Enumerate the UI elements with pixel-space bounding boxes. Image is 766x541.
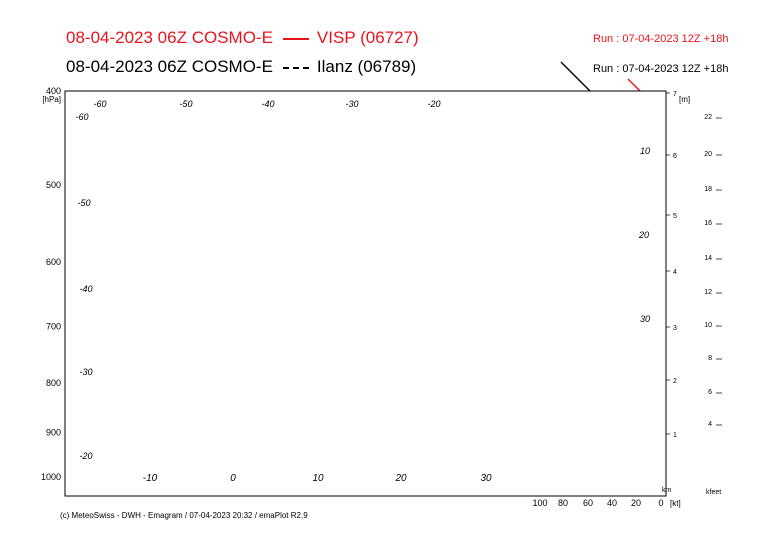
legend-ilanz-line <box>282 66 309 69</box>
wind-speed-tick-label: 60 <box>583 498 593 508</box>
kfeet-tick-label: 14 <box>704 255 712 262</box>
wind-speed-tick-label: 100 <box>532 498 547 508</box>
kfeet-axis-label: kfeet <box>706 489 721 496</box>
moist-adiabat-line <box>0 71 20 497</box>
isotherm-line <box>720 61 766 507</box>
height-tick-label: 5 <box>673 213 677 220</box>
wind-speed-tick-label: 0 <box>658 498 663 508</box>
title-ilanz-run: 08-04-2023 06Z COSMO-E <box>66 57 273 76</box>
height-tick-label: 4 <box>673 269 677 276</box>
kfeet-tick-label: 18 <box>704 186 712 193</box>
wind-speed-tick-label: 20 <box>631 498 641 508</box>
moist-adiabat-line <box>680 71 720 497</box>
isotherm-label: -50 <box>179 99 192 109</box>
height-tick-label: 1 <box>673 432 677 439</box>
title-visp-station: VISP (06727) <box>316 28 419 47</box>
isotherm-line <box>678 61 766 507</box>
isotherm-label: -60 <box>93 99 106 109</box>
isotherm-label: -20 <box>79 451 92 461</box>
wind-scale-label: 30 <box>640 314 650 324</box>
wind-barb-visp <box>627 78 641 92</box>
wind-speed-tick-label: 80 <box>558 498 568 508</box>
plot-frame <box>64 90 667 497</box>
pressure-tick-label: 700 <box>46 322 61 332</box>
run-info-ilanz: Run : 07-04-2023 12Z +18h <box>593 63 729 75</box>
temperature-tick-label: 10 <box>312 473 324 484</box>
wind-barb-ilanz <box>560 61 591 92</box>
isotherm-label: -20 <box>427 99 440 109</box>
pressure-tick-label: 800 <box>46 378 61 388</box>
isotherm-label: -60 <box>75 112 88 122</box>
title-visp: 08-04-2023 06Z COSMO-E VISP (06727) <box>66 28 419 48</box>
title-ilanz-station: Ilanz (06789) <box>316 57 417 76</box>
pressure-tick-label: 1000 <box>41 472 61 482</box>
kfeet-tick-label: 4 <box>708 421 712 428</box>
isotherm-label: -40 <box>261 99 274 109</box>
pressure-tick-label: 600 <box>46 257 61 267</box>
isotherm-line <box>0 61 49 507</box>
isotherm-line <box>0 61 7 507</box>
wind-scale-label: 10 <box>640 146 650 156</box>
copyright-footer: (c) MeteoSwiss - DWH - Emagram / 07-04-2… <box>60 511 308 520</box>
legend-visp-line <box>282 37 309 40</box>
wind-scale-label: 20 <box>638 230 649 240</box>
temperature-tick-label: 30 <box>480 473 492 484</box>
kfeet-tick-label: 10 <box>704 322 712 329</box>
kfeet-tick-label: 12 <box>704 289 712 296</box>
height-tick-label: 3 <box>673 325 677 332</box>
km-label: km <box>662 487 672 494</box>
height-tick-label: 7 <box>673 91 677 98</box>
height-tick-label: 2 <box>673 378 677 385</box>
pressure-tick-label: 400 <box>46 86 61 96</box>
wind-unit-label: [kt] <box>670 499 681 508</box>
pressure-axis-label: [hPa] <box>42 95 61 104</box>
height-tick-label: 6 <box>673 153 677 160</box>
kfeet-tick-label: 20 <box>704 151 712 158</box>
run-info-visp: Run : 07-04-2023 12Z +18h <box>593 33 729 45</box>
isotherm-label: -30 <box>79 367 92 377</box>
title-ilanz: 08-04-2023 06Z COSMO-E Ilanz (06789) <box>66 57 416 77</box>
kfeet-tick-label: 8 <box>708 355 712 362</box>
kfeet-tick-label: 16 <box>704 220 712 227</box>
kfeet-tick-label: 6 <box>708 389 712 396</box>
isotherm-label: -50 <box>77 198 90 208</box>
temperature-tick-label: -10 <box>143 473 158 484</box>
title-visp-run: 08-04-2023 06Z COSMO-E <box>66 28 273 47</box>
moist-adiabat-line <box>750 71 766 497</box>
temperature-tick-label: 20 <box>394 473 407 484</box>
isotherm-label: -40 <box>79 284 92 294</box>
wind-speed-tick-label: 40 <box>607 498 617 508</box>
kfeet-tick-label: 22 <box>704 114 712 121</box>
isotherm-label: -30 <box>345 99 358 109</box>
pressure-tick-label: 900 <box>46 428 61 438</box>
height-axis-label: [m] <box>679 95 690 104</box>
temperature-tick-label: 0 <box>230 473 236 484</box>
dry-adiabat-line <box>0 71 18 497</box>
pressure-tick-label: 500 <box>46 180 61 190</box>
